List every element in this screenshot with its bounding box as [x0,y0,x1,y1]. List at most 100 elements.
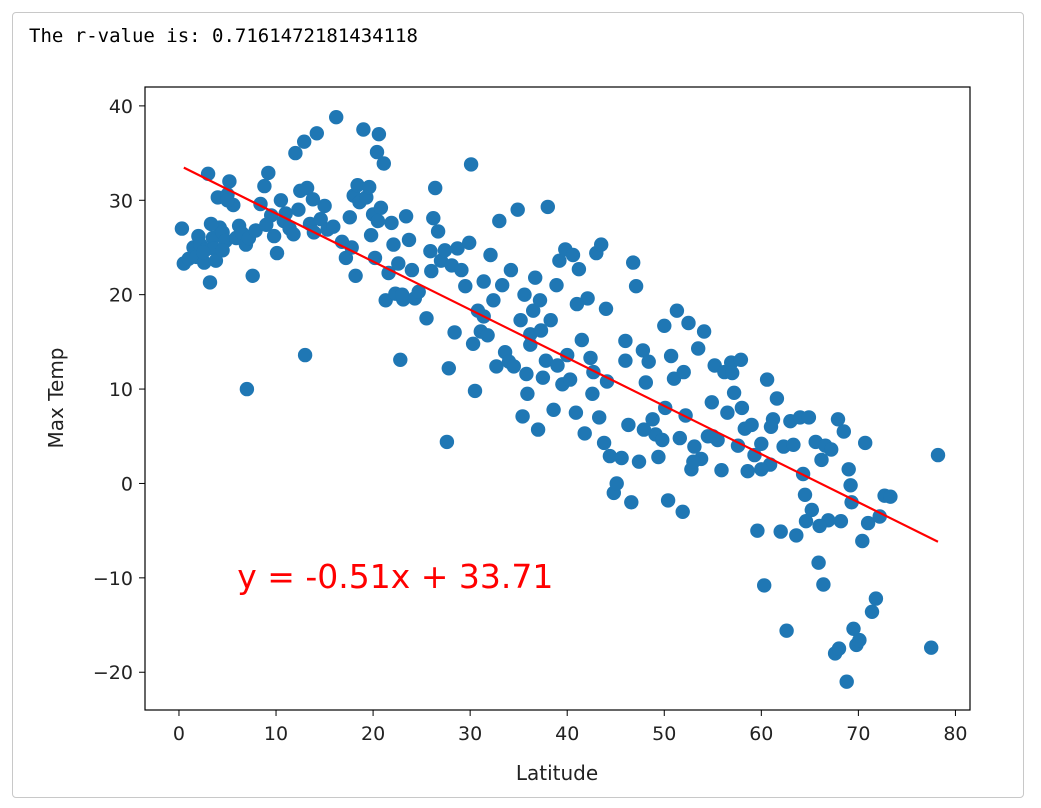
scatter-point [852,632,867,648]
scatter-point [663,348,679,364]
x-tick-label: 30 [458,723,482,745]
y-tick-label: 0 [121,473,133,495]
scatter-point [174,221,190,236]
scatter-point [483,247,498,263]
scatter-point [839,674,854,689]
scatter-point [624,495,639,510]
scatter-point [401,232,417,248]
x-tick-label: 60 [749,723,773,745]
scatter-point [476,274,491,289]
scatter-point [641,354,656,369]
x-axis-label: Latitude [516,761,598,785]
scatter-point [868,591,884,606]
scatter-point [804,502,819,518]
scatter-point [532,293,548,308]
scatter-point [672,430,687,446]
scatter-point [858,435,873,451]
scatter-point [248,223,263,238]
scatter-point [362,179,377,195]
r-value-output: The r-value is: 0.7161472181434118 [29,25,418,47]
scatter-point [309,126,324,141]
scatter-point [577,426,592,441]
scatter-point [538,353,554,368]
scatter-point [543,313,558,328]
scatter-point [197,255,212,270]
scatter-point [369,144,385,160]
scatter-point [520,386,535,401]
scatter-point [824,442,839,457]
scatter-point [393,352,408,367]
scatter-point [299,180,315,196]
notebook-output-cell: The r-value is: 0.7161472181434118 [12,12,1024,798]
scatter-point [651,449,666,465]
scatter-point [592,410,607,425]
scatter-point [569,296,585,312]
scatter-point [486,293,501,308]
scatter-point [565,247,581,263]
scatter-point [495,278,510,293]
scatter-point [291,202,306,217]
scatter-point [798,514,814,529]
scatter-point [596,435,612,451]
scatter-point [430,224,446,239]
scatter-point [202,275,218,290]
scatter-point [398,209,414,224]
scatter-point [730,438,746,453]
scatter-point [286,227,301,242]
scatter-point [757,578,772,593]
y-tick-label: −20 [93,662,133,684]
scatter-point [836,424,851,439]
x-tick-label: 50 [652,723,676,745]
scatter-point [562,372,578,387]
scatter-point [635,343,651,358]
scatter-point [220,193,235,208]
scatter-point [465,336,481,351]
chart-axes: 0 10 20 30 40 50 60 70 80 −20 −10 0 10 20 30 40 [93,96,968,745]
x-tick-label: 80 [943,723,967,745]
scatter-point [215,243,230,258]
scatter-point [779,623,794,638]
scatter-point [411,284,426,299]
regression-equation-annotation: y = -0.51x + 33.71 [237,557,553,596]
scatter-point [517,287,532,302]
scatter-point [843,478,858,493]
scatter-point [691,341,706,356]
scatter-point [297,347,313,363]
x-tick-label: 0 [173,723,185,745]
x-tick-label: 70 [846,723,870,745]
scatter-point [580,291,595,306]
scatter-point [458,279,473,294]
scatter-point [519,366,534,382]
scatter-point [811,555,826,570]
scatter-point [528,270,543,285]
scatter-point [342,210,357,225]
scatter-point [546,402,561,417]
scatter-point [754,462,769,477]
scatter-point [356,122,371,137]
scatter-point [203,216,219,232]
scatter-point [437,243,453,258]
scatter-point [305,192,321,207]
scatter-point [675,504,690,519]
scatter-point [687,439,702,454]
scatter-point [744,417,759,433]
scatter-point [513,313,528,328]
scatter-point [317,198,332,214]
scatter-point [763,419,779,434]
scatter-point [725,365,740,381]
scatter-point [681,315,696,331]
scatter-point [696,324,712,339]
scatter-point [860,515,876,531]
scatter-point [381,265,396,281]
scatter-point [450,241,465,256]
scatter-point [872,509,887,524]
scatter-point [883,489,898,504]
scatter-point [423,244,438,259]
scatter-point [492,213,507,229]
scatter-point [489,359,504,374]
scatter-point [769,391,785,406]
scatter-point [628,279,644,294]
scatter-point [391,256,406,271]
scatter-point [655,432,670,448]
